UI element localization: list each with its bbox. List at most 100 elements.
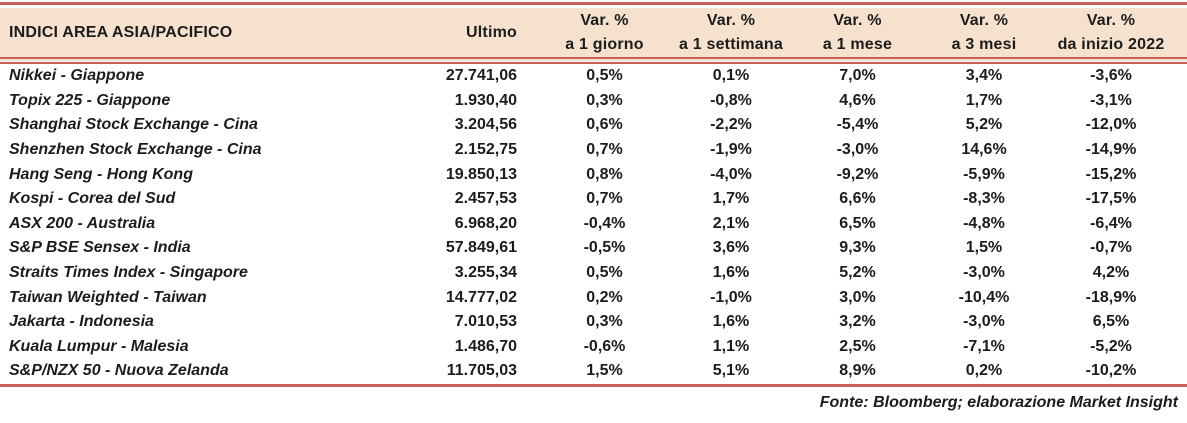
last-value: 57.849,61 — [445, 239, 517, 257]
pct-change: 2,1% — [712, 214, 750, 232]
pct-change: -3,1% — [1090, 91, 1132, 109]
last-value: 2.152,75 — [454, 141, 517, 159]
column-header-var-1-giorno: Var. % a 1 giorno — [541, 8, 668, 64]
pct-change: -17,5% — [1085, 190, 1137, 208]
table-body: Nikkei - Giappone 27.741,06 0,5% 0,1% 7,0% 3,… — [0, 61, 1187, 384]
pct-change: -4,0% — [710, 165, 752, 183]
pct-change: -14,9% — [1085, 141, 1137, 159]
pct-change: -8,3% — [963, 190, 1005, 208]
pct-change: -0,7% — [1090, 239, 1132, 257]
top-rule — [0, 2, 1187, 5]
last-value: 19.850,13 — [445, 165, 517, 183]
var-label: Var. % — [580, 12, 629, 30]
pct-change: 14,6% — [961, 141, 1007, 159]
table-row: Shenzhen Stock Exchange - Cina 2.152,75 0,… — [0, 138, 1187, 163]
pct-change: -12,0% — [1085, 116, 1137, 134]
pct-change: -0,4% — [583, 214, 626, 232]
last-value: 11.705,03 — [446, 362, 517, 380]
pct-change: -5,4% — [836, 116, 879, 134]
table-row: Kuala Lumpur - Malesia 1.486,70 -0,6% 1,1% 2… — [0, 335, 1187, 360]
pct-change: -2,2% — [710, 116, 752, 134]
pct-change: 1,1% — [712, 337, 750, 355]
pct-change: -3,0% — [836, 141, 879, 159]
pct-change: 0,2% — [965, 362, 1003, 380]
column-header-var-1-settimana: Var. % a 1 settimana — [668, 8, 794, 64]
table-row: Jakarta - Indonesia 7.010,53 0,3% 1,6% 3,2% -… — [0, 310, 1187, 335]
pct-change: -1,0% — [710, 288, 752, 306]
index-name: Topix 225 - Giappone — [9, 91, 171, 109]
pct-change: -0,6% — [583, 337, 626, 355]
pct-change: -4,8% — [963, 214, 1005, 232]
pct-change: 3,2% — [839, 313, 876, 331]
table-row: S&P BSE Sensex - India 57.849,61 -0,5% 3,6%… — [0, 236, 1187, 261]
table-row: ASX 200 - Australia 6.968,20 -0,4% 2,1% 6,5%… — [0, 212, 1187, 237]
pct-change: 2,5% — [839, 337, 876, 355]
last-value: 1.486,70 — [454, 337, 517, 355]
index-name: Straits Times Index - Singapore — [9, 264, 248, 282]
asia-pacific-indices-panel: INDICI AREA ASIA/PACIFICO Ultimo Var. % a… — [0, 2, 1187, 411]
column-header-var-inizio-2022: Var. % da inizio 2022 — [1047, 8, 1187, 64]
pct-change: -3,0% — [963, 313, 1005, 331]
pct-change: 7,0% — [839, 67, 876, 85]
index-name: S&P/NZX 50 - Nuova Zelanda — [9, 362, 229, 380]
pct-change: 0,7% — [586, 141, 623, 159]
pct-change: 0,3% — [586, 91, 623, 109]
index-name: Jakarta - Indonesia — [9, 313, 154, 331]
pct-change: -7,1% — [963, 337, 1005, 355]
column-header-var-1-mese: Var. % a 1 mese — [794, 8, 921, 64]
var-label: Var. % — [959, 12, 1009, 30]
last-value: 1.930,40 — [454, 91, 517, 109]
pct-change: -9,2% — [836, 165, 879, 183]
table-header: INDICI AREA ASIA/PACIFICO Ultimo Var. % a… — [0, 8, 1187, 64]
pct-change: -3,0% — [963, 264, 1005, 282]
pct-change: 5,2% — [965, 116, 1003, 134]
index-name: Kuala Lumpur - Malesia — [9, 337, 189, 355]
pct-change: 4,2% — [1092, 264, 1130, 282]
var-period: a 1 settimana — [679, 35, 783, 53]
pct-change: -0,8% — [710, 91, 752, 109]
pct-change: 0,8% — [586, 165, 623, 183]
pct-change: 0,3% — [586, 313, 623, 331]
var-period: a 1 mese — [822, 35, 893, 53]
table-row: S&P/NZX 50 - Nuova Zelanda 11.705,03 1,5% 5… — [0, 359, 1187, 384]
pct-change: 6,6% — [839, 190, 876, 208]
last-value: 7.010,53 — [454, 313, 517, 331]
table-row: Topix 225 - Giappone 1.930,40 0,3% -0,8% 4,6… — [0, 89, 1187, 114]
pct-change: 5,1% — [712, 362, 750, 380]
pct-change: -6,4% — [1090, 214, 1132, 232]
var-period: a 1 giorno — [565, 35, 644, 53]
table-row: Taiwan Weighted - Taiwan 14.777,02 0,2% -1,… — [0, 285, 1187, 310]
pct-change: 1,7% — [965, 91, 1003, 109]
pct-change: 4,6% — [839, 91, 876, 109]
pct-change: 8,9% — [839, 362, 876, 380]
pct-change: 3,0% — [839, 288, 876, 306]
pct-change: 1,6% — [712, 264, 750, 282]
pct-change: 3,4% — [965, 67, 1003, 85]
pct-change: -18,9% — [1085, 288, 1137, 306]
pct-change: -3,6% — [1090, 67, 1132, 85]
pct-change: 0,2% — [586, 288, 623, 306]
var-label: Var. % — [1086, 12, 1136, 30]
pct-change: -1,9% — [710, 141, 752, 159]
table-row: Kospi - Corea del Sud 2.457,53 0,7% 1,7% 6,6… — [0, 187, 1187, 212]
last-value: 27.741,06 — [445, 67, 517, 85]
pct-change: 6,5% — [839, 214, 876, 232]
table-row: Shanghai Stock Exchange - Cina 3.204,56 0,… — [0, 113, 1187, 138]
source-note: Fonte: Bloomberg; elaborazione Market In… — [819, 393, 1178, 411]
var-period: da inizio 2022 — [1057, 35, 1165, 53]
last-value: 3.255,34 — [454, 264, 517, 282]
pct-change: -15,2% — [1085, 165, 1137, 183]
pct-change: -5,2% — [1090, 337, 1132, 355]
pct-change: 5,2% — [839, 264, 876, 282]
pct-change: -10,4% — [958, 288, 1010, 306]
index-name: Hang Seng - Hong Kong — [9, 165, 193, 183]
last-value: 14.777,02 — [445, 288, 517, 306]
column-header-ultimo: Ultimo — [355, 8, 541, 64]
var-label: Var. % — [706, 12, 756, 30]
index-name: Shenzhen Stock Exchange - Cina — [9, 141, 262, 159]
column-header-var-3-mesi: Var. % a 3 mesi — [921, 8, 1047, 64]
column-header-indices: INDICI AREA ASIA/PACIFICO — [0, 8, 355, 64]
pct-change: 1,7% — [712, 190, 750, 208]
pct-change: -10,2% — [1085, 362, 1137, 380]
var-period: a 3 mesi — [951, 35, 1017, 53]
